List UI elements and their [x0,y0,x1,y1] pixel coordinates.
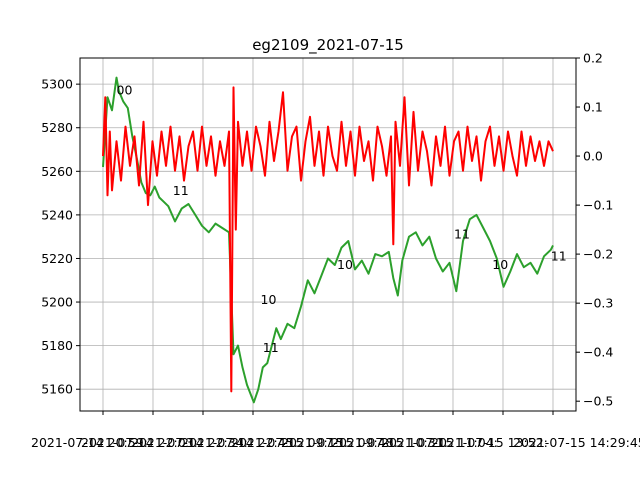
right-tick-label-6: 0.1 [583,100,603,115]
right-tick-label-4: −0.1 [583,198,613,213]
right-axis-ticks: −0.5 −0.4 −0.3 −0.2 −0.1 0.0 0.1 0.2 [576,51,613,409]
x-tick-label-1: 2021-07-14 22:03: [81,435,198,450]
right-tick-label-5: 0.0 [583,149,603,164]
annotation-7: 11 [551,248,567,263]
series-red [102,86,554,393]
axes [79,57,577,412]
annotation-5: 11 [454,227,470,242]
series-line-red [102,86,554,393]
annotations: 00 11 10 11 10 11 10 11 [117,83,567,355]
series-line-green [102,76,554,404]
left-tick-label-2: 5200 [41,295,73,310]
plot-frame [79,57,577,412]
x-tick-label-3: 2021-07-14 22:45: [181,435,298,450]
left-tick-label-4: 5240 [41,207,73,222]
right-tick-label-2: −0.3 [583,296,613,311]
left-tick-label-0: 5160 [41,382,73,397]
series-green [102,76,554,404]
x-tick-label-2: 2021-07-14 22:34: [131,435,248,450]
chart-title: eg2109_2021-07-15 [252,36,404,55]
annotation-2: 10 [261,292,277,307]
x-tick-label-8: 2021-07-15 13:52: [431,435,548,450]
annotation-0: 00 [117,83,133,98]
annotation-3: 11 [263,340,279,355]
right-tick-label-1: −0.4 [583,345,613,360]
left-tick-label-6: 5280 [41,120,73,135]
left-axis-ticks: 5160 5180 5200 5220 5240 5260 5280 5300 [41,77,80,397]
annotation-6: 10 [492,257,508,272]
x-tick-label-6: 2021-07-15 10:31: [331,435,448,450]
right-tick-label-7: 0.2 [583,51,603,66]
x-tick-label-4: 2021-07-15 09:15: [231,435,348,450]
x-tick-label-7: 2021-07-15 11:04: [381,435,498,450]
left-tick-label-3: 5220 [41,251,73,266]
x-tick-label-9: 2021-07-15 14:29:45. [513,435,640,450]
x-tick-label-5: 2021-07-15 09:48: [281,435,398,450]
right-tick-label-0: −0.5 [583,394,613,409]
annotation-4: 10 [337,257,353,272]
left-tick-label-7: 5300 [41,77,73,92]
left-tick-label-5: 5260 [41,164,73,179]
annotation-1: 11 [173,183,189,198]
x-tick-label-0: 2021-07-14 20:59: [31,435,148,450]
right-tick-label-3: −0.2 [583,247,613,262]
x-axis-ticks: 2021-07-14 20:59:2021-07-14 22:03:2021-0… [31,411,640,450]
left-tick-label-1: 5180 [41,338,73,353]
